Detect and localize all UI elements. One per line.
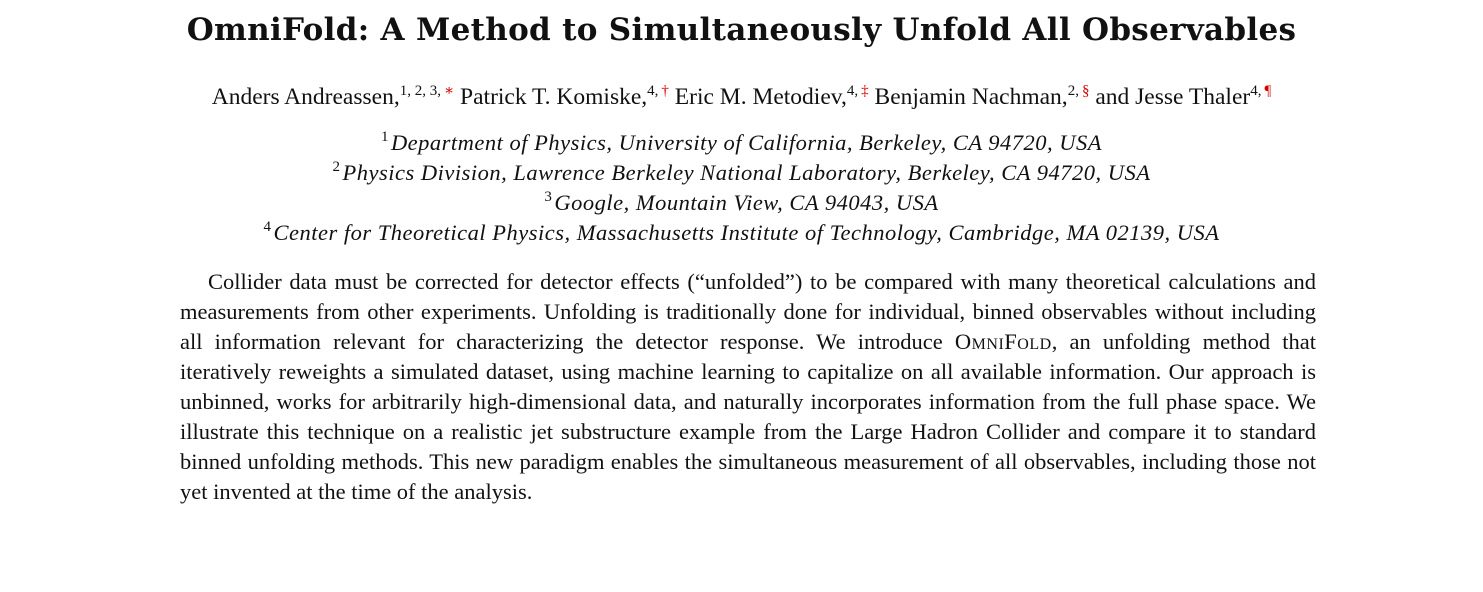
affiliation-number: 1 — [380, 129, 389, 145]
affiliation-text: Center for Theoretical Physics, Massachu… — [273, 220, 1220, 245]
affiliation-text: Department of Physics, University of Cal… — [390, 130, 1103, 155]
affiliation: 1Department of Physics, University of Ca… — [0, 128, 1483, 158]
author-name: Anders Andreassen, — [211, 84, 400, 110]
author-affiliation: 1, 2, 3, — [399, 83, 441, 99]
author-affiliation: 4, — [846, 83, 859, 99]
abstract-text-part-1: Collider data must be corrected for dete… — [180, 269, 1316, 354]
author-name: and Jesse Thaler — [1095, 84, 1251, 110]
author-list: Anders Andreassen,1, 2, 3, ∗ Patrick T. … — [0, 84, 1483, 111]
author-footnote-mark[interactable]: § — [1081, 83, 1090, 99]
abstract: Collider data must be corrected for dete… — [180, 267, 1316, 507]
affiliation-text: Google, Mountain View, CA 94043, USA — [554, 190, 939, 215]
author-footnote-mark[interactable]: † — [661, 83, 669, 99]
affiliation-list: 1Department of Physics, University of Ca… — [0, 128, 1483, 248]
author-affiliation: 2, — [1067, 83, 1079, 99]
abstract-text-part-2: , an unfolding method that iteratively r… — [180, 329, 1316, 504]
author-name: Benjamin Nachman, — [874, 84, 1068, 110]
author-footnote-mark[interactable]: ¶ — [1264, 83, 1272, 99]
affiliation-number: 4 — [263, 219, 272, 235]
affiliation-number: 3 — [544, 189, 553, 205]
affiliation-text: Physics Division, Lawrence Berkeley Nati… — [342, 160, 1151, 185]
author-name: Eric M. Metodiev, — [674, 84, 847, 110]
author-footnote-mark[interactable]: ‡ — [861, 83, 869, 99]
author-footnote-mark[interactable]: ∗ — [443, 83, 455, 99]
author-affiliation: 4, — [1250, 83, 1262, 99]
author-name: Patrick T. Komiske, — [460, 84, 648, 110]
paper-title: OmniFold: A Method to Simultaneously Unf… — [186, 12, 1297, 48]
affiliation: 2Physics Division, Lawrence Berkeley Nat… — [0, 158, 1483, 188]
affiliation: 3Google, Mountain View, CA 94043, USA — [0, 188, 1483, 218]
method-name: OmniFold — [954, 329, 1052, 354]
affiliation-number: 2 — [332, 159, 341, 175]
affiliation: 4Center for Theoretical Physics, Massach… — [0, 218, 1483, 248]
author-affiliation: 4, — [647, 83, 659, 99]
